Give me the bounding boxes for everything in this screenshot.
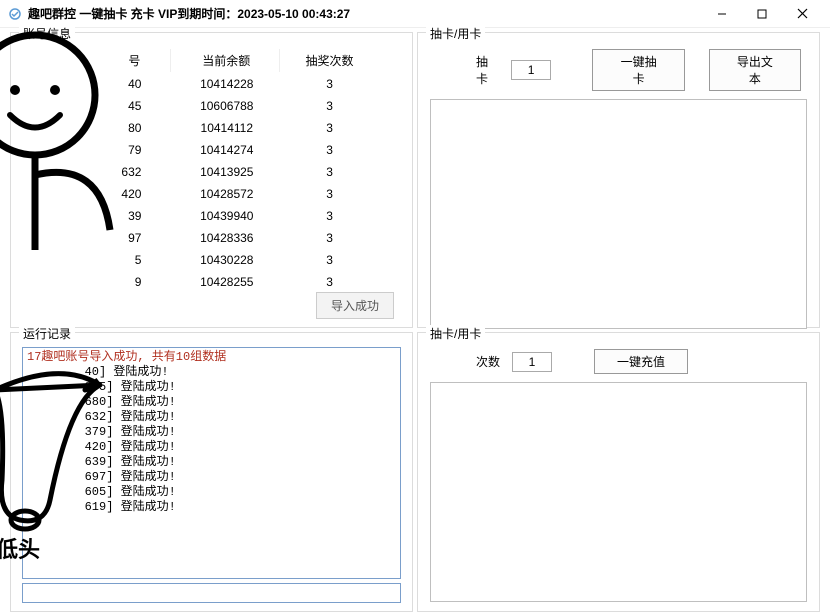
run-log-title: 运行记录 xyxy=(19,325,75,342)
log-line: 845] 登陆成功! xyxy=(27,380,396,395)
account-table: 号 当前余额 抽奖次数 4010414228345106067883801041… xyxy=(39,47,379,294)
table-row[interactable]: 97104283363 xyxy=(41,228,377,248)
col-draws: 抽奖次数 xyxy=(282,49,377,72)
export-text-button[interactable]: 导出文本 xyxy=(709,49,801,91)
cell-balance: 10414274 xyxy=(173,140,280,160)
table-row[interactable]: 79104142743 xyxy=(41,140,377,160)
maximize-button[interactable] xyxy=(742,1,782,27)
cell-balance: 10414228 xyxy=(173,74,280,94)
cell-id: 40 xyxy=(41,74,171,94)
table-row[interactable]: 5104302283 xyxy=(41,250,377,270)
log-input[interactable] xyxy=(22,583,401,603)
cell-draws: 3 xyxy=(282,118,377,138)
recharge-output-box[interactable] xyxy=(430,382,807,602)
cell-balance: 10428336 xyxy=(173,228,280,248)
window-controls xyxy=(702,1,822,27)
cell-id: 9 xyxy=(41,272,171,292)
col-id: 号 xyxy=(41,49,171,72)
recharge-count-input[interactable] xyxy=(512,352,552,372)
recharge-panel: 抽卡/用卡 次数 一键充值 xyxy=(417,332,820,612)
table-row[interactable]: 9104282553 xyxy=(41,272,377,292)
cell-balance: 10428255 xyxy=(173,272,280,292)
cell-id: 79 xyxy=(41,140,171,160)
log-line: 632] 登陆成功! xyxy=(27,410,396,425)
draw-output-box[interactable] xyxy=(430,99,807,329)
log-line: 697] 登陆成功! xyxy=(27,470,396,485)
table-row[interactable]: 45106067883 xyxy=(41,96,377,116)
cell-draws: 3 xyxy=(282,206,377,226)
one-click-draw-button[interactable]: 一键抽卡 xyxy=(592,49,684,91)
cell-draws: 3 xyxy=(282,184,377,204)
cell-balance: 10606788 xyxy=(173,96,280,116)
app-icon xyxy=(8,7,22,21)
minimize-button[interactable] xyxy=(702,1,742,27)
cell-id: 632 xyxy=(41,162,171,182)
log-line: 680] 登陆成功! xyxy=(27,395,396,410)
account-info-panel: 账号信息 号 当前余额 抽奖次数 40104142283451060678838… xyxy=(10,32,413,328)
draw-card-title: 抽卡/用卡 xyxy=(426,25,485,42)
log-line: 40] 登陆成功! xyxy=(27,365,396,380)
recharge-title: 抽卡/用卡 xyxy=(426,325,485,342)
cell-draws: 3 xyxy=(282,96,377,116)
cell-balance: 10414112 xyxy=(173,118,280,138)
log-line: 379] 登陆成功! xyxy=(27,425,396,440)
count-label: 次数 xyxy=(476,353,500,370)
log-output[interactable]: 17趣吧账号导入成功, 共有10组数据 40] 登陆成功! 845] 登陆成功!… xyxy=(22,347,401,579)
cell-id: 97 xyxy=(41,228,171,248)
table-row[interactable]: 420104285723 xyxy=(41,184,377,204)
table-row[interactable]: 632104139253 xyxy=(41,162,377,182)
cell-id: 80 xyxy=(41,118,171,138)
cell-id: 45 xyxy=(41,96,171,116)
cell-id: 420 xyxy=(41,184,171,204)
cell-balance: 10428572 xyxy=(173,184,280,204)
log-line: 605] 登陆成功! xyxy=(27,485,396,500)
cell-balance: 10430228 xyxy=(173,250,280,270)
window-title: 趣吧群控 一键抽卡 充卡 VIP到期时间：2023-05-10 00:43:27 xyxy=(28,5,350,22)
cell-balance: 10439940 xyxy=(173,206,280,226)
cell-draws: 3 xyxy=(282,140,377,160)
close-button[interactable] xyxy=(782,1,822,27)
log-line: 639] 登陆成功! xyxy=(27,455,396,470)
draw-card-panel: 抽卡/用卡 抽卡 一键抽卡 导出文本 xyxy=(417,32,820,328)
import-button[interactable]: 导入成功 xyxy=(316,292,394,319)
cell-draws: 3 xyxy=(282,162,377,182)
table-row[interactable]: 40104142283 xyxy=(41,74,377,94)
run-log-panel: 运行记录 17趣吧账号导入成功, 共有10组数据 40] 登陆成功! 845] … xyxy=(10,332,413,612)
cell-balance: 10413925 xyxy=(173,162,280,182)
title-bar: 趣吧群控 一键抽卡 充卡 VIP到期时间：2023-05-10 00:43:27 xyxy=(0,0,830,28)
cell-draws: 3 xyxy=(282,228,377,248)
cell-id: 5 xyxy=(41,250,171,270)
one-click-recharge-button[interactable]: 一键充值 xyxy=(594,349,688,374)
col-balance: 当前余额 xyxy=(173,49,280,72)
table-row[interactable]: 39104399403 xyxy=(41,206,377,226)
table-row[interactable]: 80104141123 xyxy=(41,118,377,138)
log-line: 619] 登陆成功! xyxy=(27,500,396,515)
log-line: 17趣吧账号导入成功, 共有10组数据 xyxy=(27,350,396,365)
cell-draws: 3 xyxy=(282,250,377,270)
cell-draws: 3 xyxy=(282,74,377,94)
draw-count-input[interactable] xyxy=(511,60,551,80)
account-info-title: 账号信息 xyxy=(19,25,75,42)
draw-label: 抽卡 xyxy=(476,53,499,87)
cell-draws: 3 xyxy=(282,272,377,292)
log-line: 420] 登陆成功! xyxy=(27,440,396,455)
cell-id: 39 xyxy=(41,206,171,226)
